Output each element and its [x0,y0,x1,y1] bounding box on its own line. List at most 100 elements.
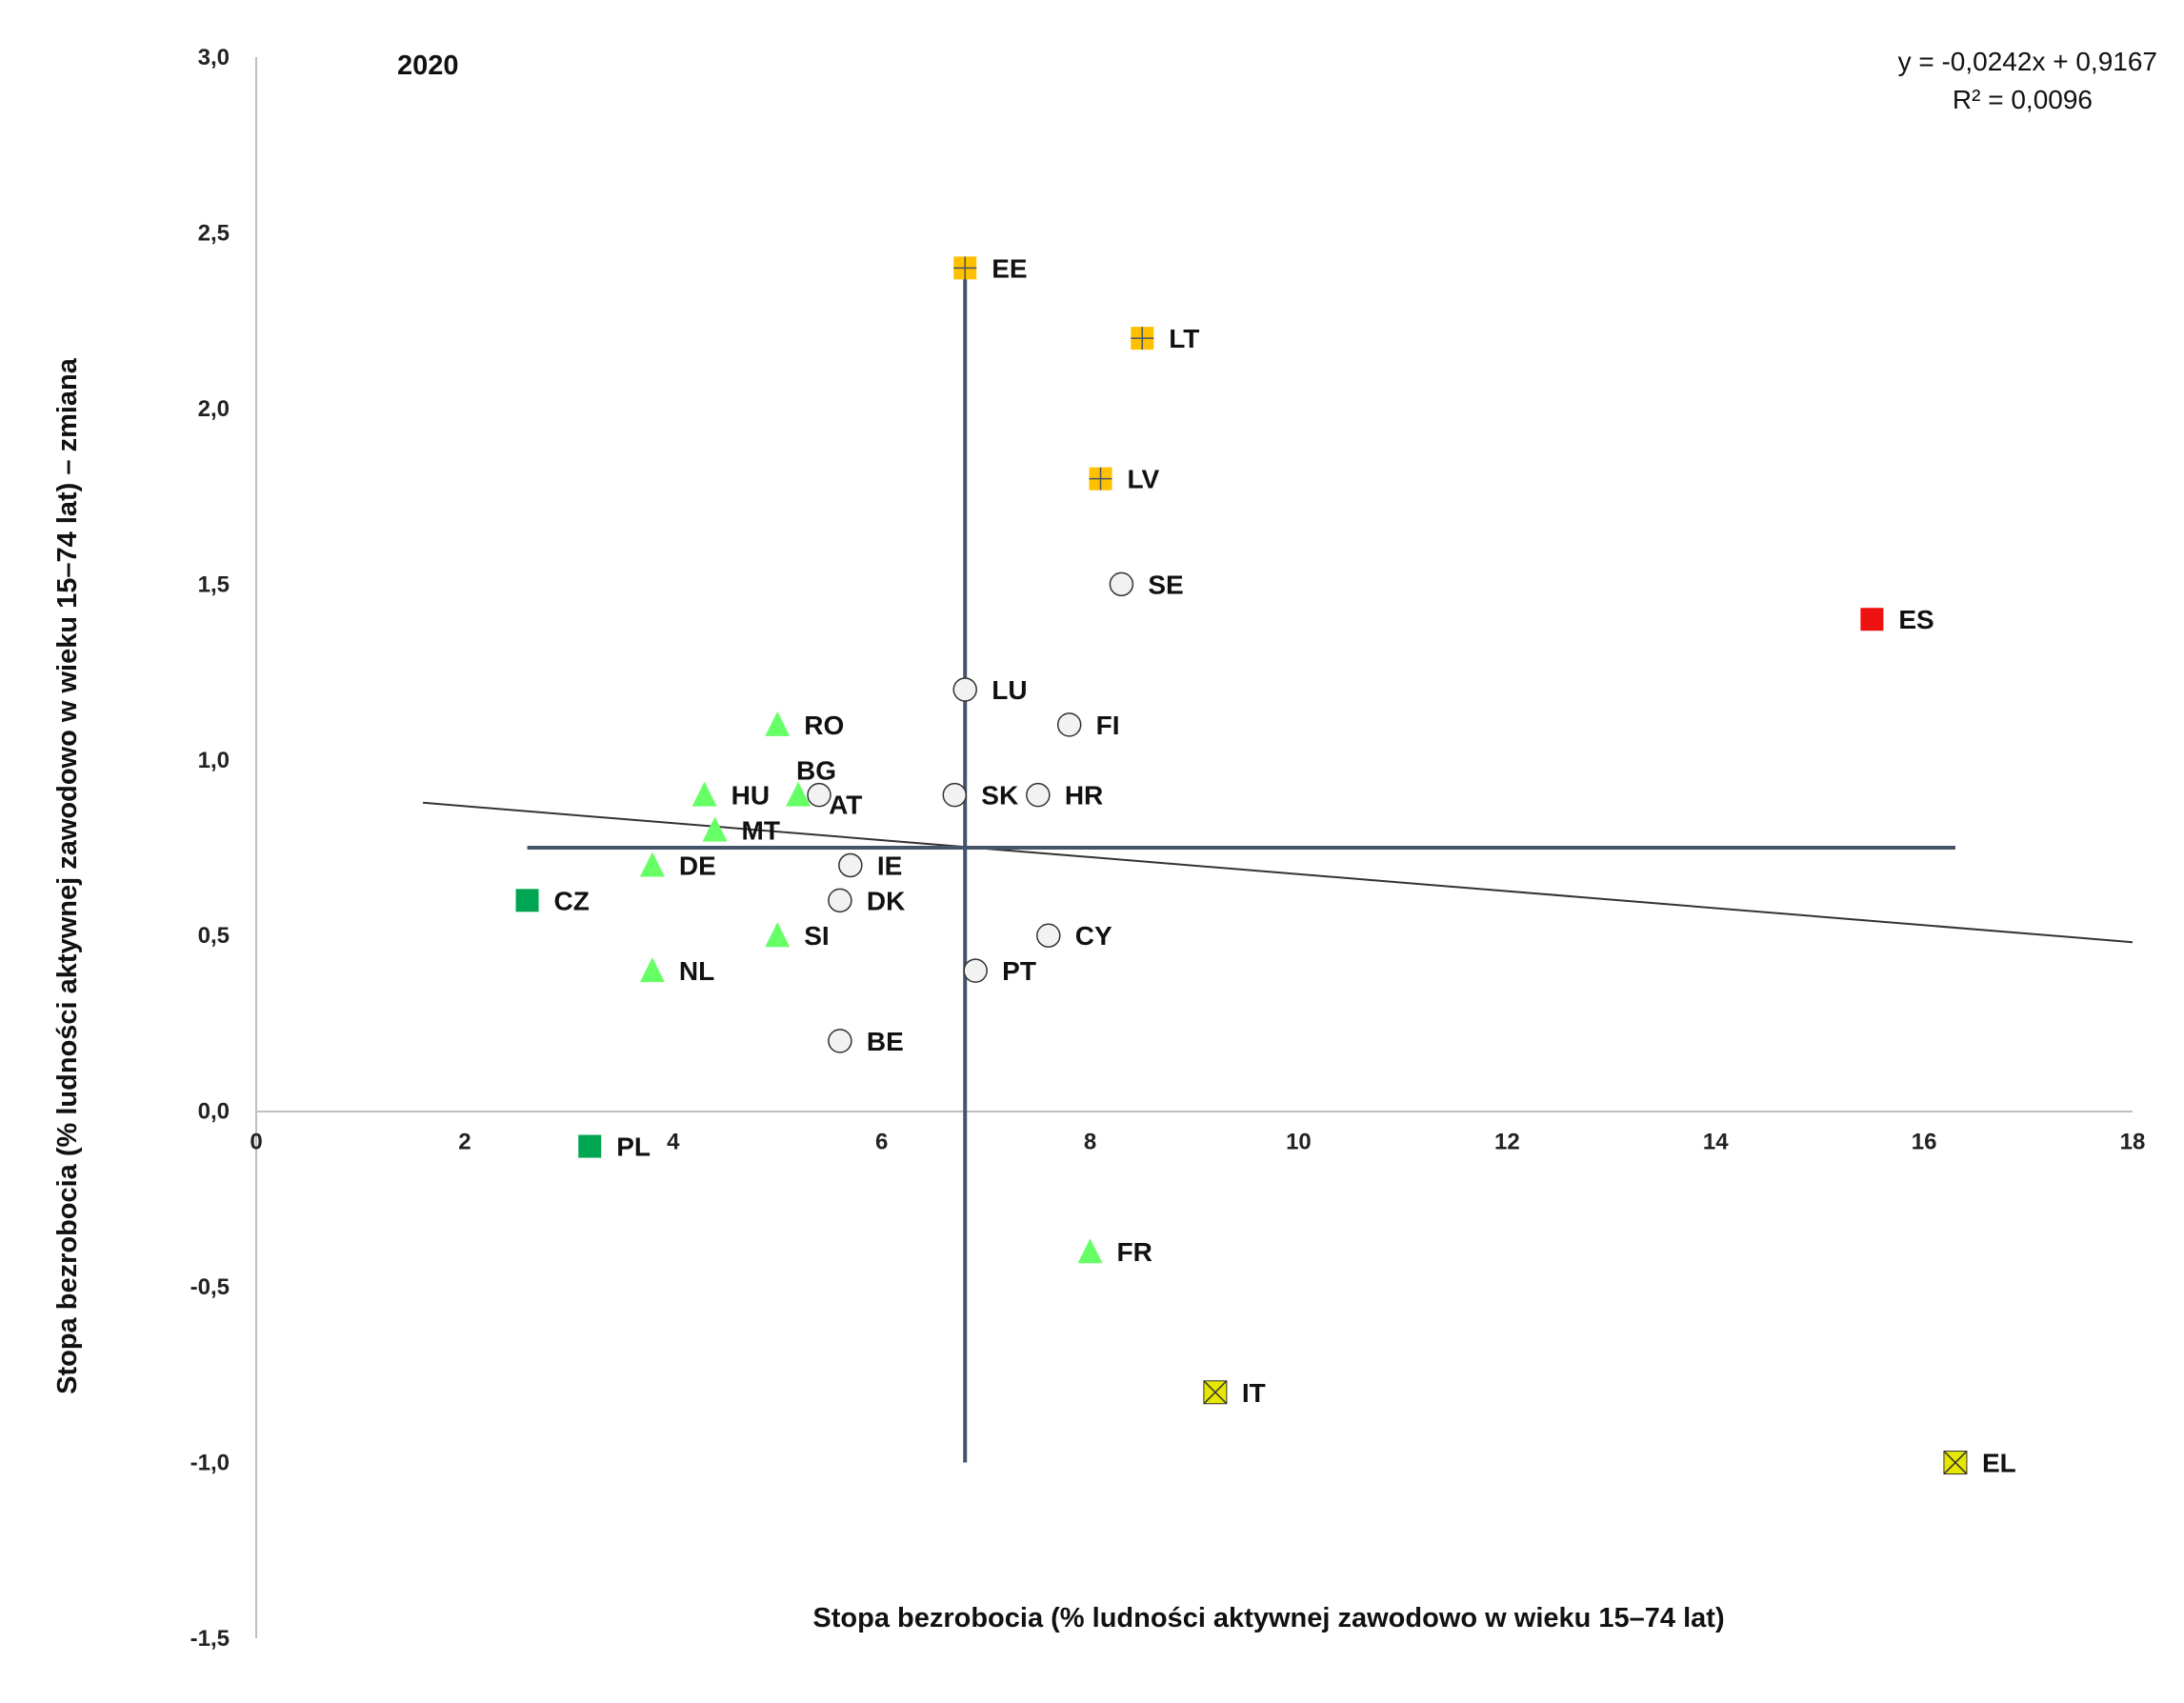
data-point-ro: RO [765,711,844,740]
y-tick-labels: 3,0 2,5 2,0 1,5 1,0 0,5 0,0 -0,5 -1,0 -1,5 [190,45,230,1652]
data-point-lu: LU [952,675,1028,705]
square-marker [578,1134,602,1158]
data-point-hu: HU [691,781,770,811]
point-label: NL [679,956,714,986]
point-label: AT [829,791,862,820]
x-tick-label: 18 [2120,1130,2146,1155]
trendline [423,801,2134,944]
point-label: IE [877,851,902,880]
data-point-nl: NL [639,956,714,986]
y-tick-label: 1,0 [198,748,230,773]
data-point-be: BE [828,1027,904,1056]
square-marker [1860,608,1884,631]
data-point-ee: EE [953,253,1028,283]
circle-marker [838,852,863,878]
triangle-marker [786,781,811,807]
plus-mark [953,256,977,280]
data-point-si: SI [765,921,830,951]
square-border [1203,1380,1228,1405]
data-points: EE LT LV SE ES LU FI RO BG AT HU SK HR MT DE IE CZ DK SI CY… [515,253,2016,1478]
y-tick-label: -1,0 [190,1451,230,1476]
x-tick-labels: 0 2 4 6 8 10 12 14 16 18 [250,1130,2145,1155]
point-label: BG [796,756,836,786]
x-tick-label: 16 [1912,1130,1937,1155]
triangle-marker [1077,1238,1103,1264]
y-axis-title: Stopa bezrobocia (% ludności aktywnej za… [52,357,83,1394]
circle-marker [828,1029,852,1053]
point-label: SI [804,921,829,951]
point-label: EL [1982,1449,2016,1478]
x-tick-label: 12 [1494,1130,1520,1155]
point-label: EE [992,253,1027,283]
point-label: PL [616,1132,651,1162]
circle-marker [1109,571,1134,597]
circle-marker [807,782,832,808]
data-point-fi: FI [1056,711,1120,740]
data-point-mt: MT [702,816,780,846]
point-label: HR [1065,781,1103,811]
point-label: CZ [554,886,590,915]
triangle-marker [639,852,665,877]
point-label: IT [1242,1378,1266,1408]
trendline-equation: y = -0,0242x + 0,9167 [1898,47,2157,76]
triangle-marker [639,957,665,983]
point-label: SE [1148,570,1183,599]
circle-marker [952,677,977,702]
plus-mark [1089,467,1112,491]
data-point-pt: PT [963,956,1036,986]
x-tick-label: 0 [250,1130,262,1155]
circle-marker [963,958,988,983]
data-point-sk: SK [942,781,1018,811]
data-point-fr: FR [1077,1237,1152,1267]
y-tick-label: -0,5 [190,1274,230,1300]
data-point-lv: LV [1089,465,1160,494]
data-point-de: DE [639,851,716,880]
point-label: LT [1169,324,1199,353]
plus-mark [1131,327,1154,351]
circle-marker [828,888,852,913]
y-tick-label: 2,5 [198,220,230,246]
triangle-marker [765,922,791,948]
x-tick-label: 10 [1286,1130,1312,1155]
point-label: FI [1096,711,1120,740]
point-label: DK [867,886,905,915]
point-label: PT [1002,956,1036,986]
square-border [1943,1451,1968,1475]
data-point-es: ES [1860,605,1934,634]
y-tick-label: -1,5 [190,1626,230,1652]
data-point-cz: CZ [515,886,590,915]
data-point-hr: HR [1026,781,1103,811]
point-label: FR [1117,1237,1152,1267]
circle-marker [942,782,968,808]
chart-title: 2020 [397,50,459,81]
square-marker [515,889,539,912]
y-tick-label: 3,0 [198,45,230,70]
point-label: LU [992,675,1027,705]
y-tick-label: 0,5 [198,923,230,949]
data-point-ie: IE [838,851,902,880]
trendline-r2: R² = 0,0096 [1953,85,2093,114]
x-mark [1203,1380,1228,1405]
x-tick-label: 2 [458,1130,471,1155]
triangle-marker [691,781,717,807]
data-point-lt: LT [1131,324,1199,353]
data-point-el: EL [1943,1449,2016,1478]
point-label: DE [679,851,716,880]
data-point-cy: CY [1036,921,1112,951]
triangle-marker [765,711,791,736]
data-point-se: SE [1109,570,1184,599]
x-tick-label: 8 [1084,1130,1096,1155]
point-label: SK [981,781,1018,811]
point-label: LV [1128,465,1160,494]
data-point-it: IT [1203,1378,1266,1408]
y-tick-label: 2,0 [198,396,230,422]
circle-marker [1026,782,1051,808]
y-tick-label: 1,5 [198,571,230,597]
x-axis-title: Stopa bezrobocia (% ludności aktywnej za… [812,1603,1724,1633]
point-label: BE [867,1027,904,1056]
x-tick-label: 14 [1703,1130,1729,1155]
point-label: RO [804,711,844,740]
triangle-marker [702,816,728,842]
circle-marker [1056,712,1082,737]
